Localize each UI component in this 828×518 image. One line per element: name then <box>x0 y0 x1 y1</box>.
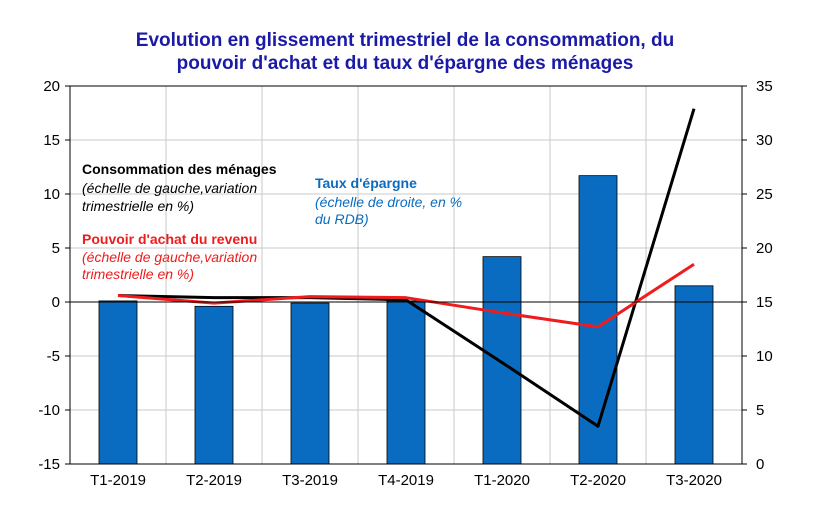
left-tick-label: -10 <box>38 402 60 419</box>
bars-savings-rate <box>98 175 714 465</box>
grid <box>70 85 742 465</box>
annotation-purchasing-line-2: trimestrielle en %) <box>82 266 194 282</box>
line-consommation-des-m-nages <box>117 108 696 428</box>
annotation-savings-line-2: du RDB) <box>315 211 369 227</box>
bar-t1-2020 <box>482 256 522 465</box>
right-tick-label: 25 <box>756 186 773 203</box>
right-tick-label: 20 <box>756 240 773 257</box>
annotation-purchasing-title: Pouvoir d'achat du revenu <box>82 231 257 247</box>
annotation-consumption-line-2: trimestrielle en %) <box>82 198 194 214</box>
right-tick-label: 0 <box>756 456 764 473</box>
x-tick-label: T3-2020 <box>666 472 722 489</box>
left-tick-label: 20 <box>43 78 60 95</box>
right-tick-label: 10 <box>756 348 773 365</box>
left-tick-label: -15 <box>38 456 60 473</box>
bar-t3-2020 <box>674 285 714 465</box>
left-tick-label: 5 <box>52 240 60 257</box>
x-tick-label: T4-2019 <box>378 472 434 489</box>
x-tick-label: T3-2019 <box>282 472 338 489</box>
left-tick-label: -5 <box>47 348 60 365</box>
axes: -15 -10 -5 0 5 10 15 20 0 5 10 15 20 25 30 35 T1-2019 T2-… <box>38 78 772 489</box>
annotation-purchasing-power: Pouvoir d'achat du revenu (échelle de ga… <box>82 231 257 282</box>
chart-title-line-2: pouvoir d'achat et du taux d'épargne des… <box>177 53 634 74</box>
annotation-savings: Taux d'épargne (échelle de droite, en % … <box>315 175 462 227</box>
x-tick-label: T1-2019 <box>90 472 146 489</box>
right-tick-label: 15 <box>756 294 773 311</box>
plot-frame <box>69 85 743 465</box>
annotation-purchasing-line-1: (échelle de gauche,variation <box>82 249 257 265</box>
right-tick-label: 35 <box>756 78 773 95</box>
lines <box>117 108 696 428</box>
annotation-consumption: Consommation des ménages (échelle de gau… <box>82 161 277 214</box>
bar-t2-2019 <box>194 305 234 465</box>
annotation-savings-line-1: (échelle de droite, en % <box>315 194 462 210</box>
x-tick-label: T1-2020 <box>474 472 530 489</box>
annotation-consumption-line-1: (échelle de gauche,variation <box>82 180 257 196</box>
line-pouvoir-d-achat-du-revenu <box>117 262 695 329</box>
left-tick-label: 15 <box>43 132 60 149</box>
x-tick-label: T2-2020 <box>570 472 626 489</box>
left-tick-label: 10 <box>43 186 60 203</box>
x-tick-label: T2-2019 <box>186 472 242 489</box>
left-tick-label: 0 <box>52 294 60 311</box>
right-tick-label: 30 <box>756 132 773 149</box>
bar-t4-2019 <box>386 300 426 465</box>
annotation-consumption-title: Consommation des ménages <box>82 161 277 177</box>
bar-t3-2019 <box>290 302 330 465</box>
annotation-savings-title: Taux d'épargne <box>315 175 417 191</box>
right-tick-label: 5 <box>756 402 764 419</box>
bar-t1-2019 <box>98 300 138 465</box>
chart-title-line-1: Evolution en glissement trimestriel de l… <box>136 30 674 51</box>
